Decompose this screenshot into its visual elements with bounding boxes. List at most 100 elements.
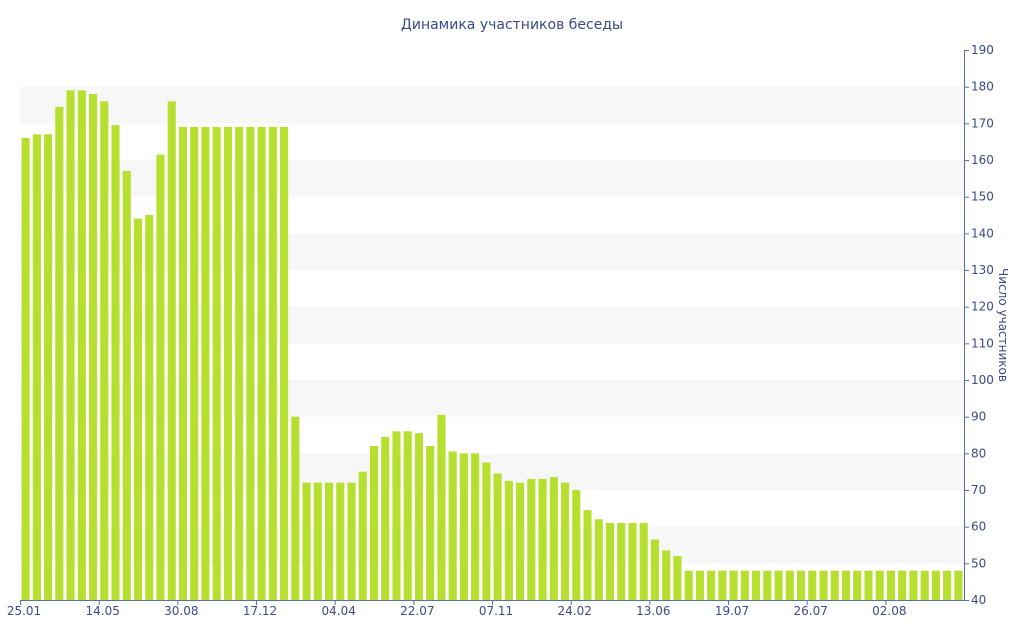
- bar: [572, 490, 581, 600]
- x-tick-label: 26.07: [793, 604, 827, 618]
- bar: [448, 451, 457, 600]
- bar: [819, 570, 828, 600]
- bar: [740, 570, 749, 600]
- bar: [347, 482, 356, 600]
- bar: [66, 90, 75, 600]
- bar: [44, 134, 53, 600]
- bar: [381, 436, 390, 600]
- bar: [414, 433, 423, 600]
- bar: [291, 416, 300, 600]
- y-tick-label: 130: [971, 263, 994, 277]
- grid-band: [20, 233, 964, 270]
- bar: [313, 482, 322, 600]
- bar: [931, 570, 940, 600]
- bar: [358, 471, 367, 600]
- bar: [223, 127, 232, 600]
- bar: [853, 570, 862, 600]
- grid-band: [20, 526, 964, 564]
- bar: [898, 570, 907, 600]
- bar: [21, 138, 30, 600]
- bar: [32, 134, 41, 600]
- bar: [650, 539, 659, 600]
- y-tick-label: 140: [971, 226, 994, 240]
- bar: [707, 570, 716, 600]
- y-tick-label: 180: [971, 80, 994, 94]
- bar: [403, 431, 412, 600]
- x-tick-label: 17.12: [243, 604, 277, 618]
- x-tick-label: 25.01: [7, 604, 41, 618]
- bar: [886, 570, 895, 600]
- bar: [156, 154, 165, 600]
- grid-band: [20, 86, 964, 124]
- bar: [729, 570, 738, 600]
- grid-bands: [20, 86, 964, 564]
- y-tick-label: 190: [971, 43, 994, 57]
- x-tick-label: 02.08: [872, 604, 906, 618]
- bar: [471, 453, 480, 600]
- bar: [111, 125, 120, 601]
- bar: [864, 570, 873, 600]
- bar: [426, 446, 435, 600]
- y-tick-label: 50: [971, 556, 986, 570]
- y-tick-label: 70: [971, 483, 986, 497]
- y-axis-title: Число участников: [996, 268, 1010, 382]
- bar: [954, 570, 963, 600]
- bar: [257, 127, 266, 600]
- bar: [527, 479, 536, 600]
- bar: [100, 101, 109, 600]
- bar: [628, 523, 637, 600]
- x-tick-label: 30.08: [164, 604, 198, 618]
- bar: [684, 570, 693, 600]
- bar: [504, 480, 513, 600]
- bar: [280, 127, 289, 600]
- bar: [583, 510, 592, 600]
- bar: [639, 523, 648, 600]
- x-tick-label: 14.05: [85, 604, 119, 618]
- bar: [561, 482, 570, 600]
- bar: [538, 479, 547, 600]
- bar: [89, 94, 98, 600]
- bar: [167, 101, 176, 600]
- y-tick-label: 170: [971, 116, 994, 130]
- y-tick-label: 110: [971, 336, 994, 350]
- y-tick-label: 100: [971, 373, 994, 387]
- y-tick-label: 90: [971, 410, 986, 424]
- x-tick-label: 19.07: [715, 604, 749, 618]
- grid-band: [20, 453, 964, 490]
- bar: [605, 523, 615, 600]
- bar: [268, 127, 277, 600]
- y-tick-label: 120: [971, 300, 994, 314]
- bar: [943, 570, 952, 600]
- bar: [325, 482, 334, 600]
- bar: [808, 570, 817, 600]
- grid-band: [20, 380, 964, 417]
- x-tick-group: 25.01 14.05 30.08 17.12 04.04 22.07 07.11 24.02…: [7, 600, 907, 618]
- bar: [133, 218, 143, 601]
- y-tick-label: 80: [971, 446, 986, 460]
- bar: [482, 462, 491, 600]
- bar: [920, 570, 929, 600]
- bar: [909, 570, 918, 600]
- bar: [594, 519, 603, 600]
- x-tick-label: 07.11: [479, 604, 513, 618]
- bar: [369, 446, 379, 600]
- bar: [493, 473, 502, 600]
- bar: [752, 570, 761, 600]
- bar: [336, 482, 345, 600]
- x-tick-label: 04.04: [321, 604, 355, 618]
- x-tick-label: 22.07: [400, 604, 434, 618]
- bar: [55, 106, 64, 600]
- bar: [122, 171, 131, 600]
- bar: [830, 570, 839, 600]
- bar: [695, 570, 704, 600]
- bar: [302, 482, 311, 600]
- y-tick-label: 160: [971, 153, 994, 167]
- bar: [841, 570, 851, 600]
- grid-band: [20, 160, 964, 197]
- bar: [77, 90, 86, 600]
- bar: [516, 482, 525, 600]
- bar: [212, 127, 221, 600]
- bar: [178, 127, 187, 600]
- bars-group: [21, 90, 963, 601]
